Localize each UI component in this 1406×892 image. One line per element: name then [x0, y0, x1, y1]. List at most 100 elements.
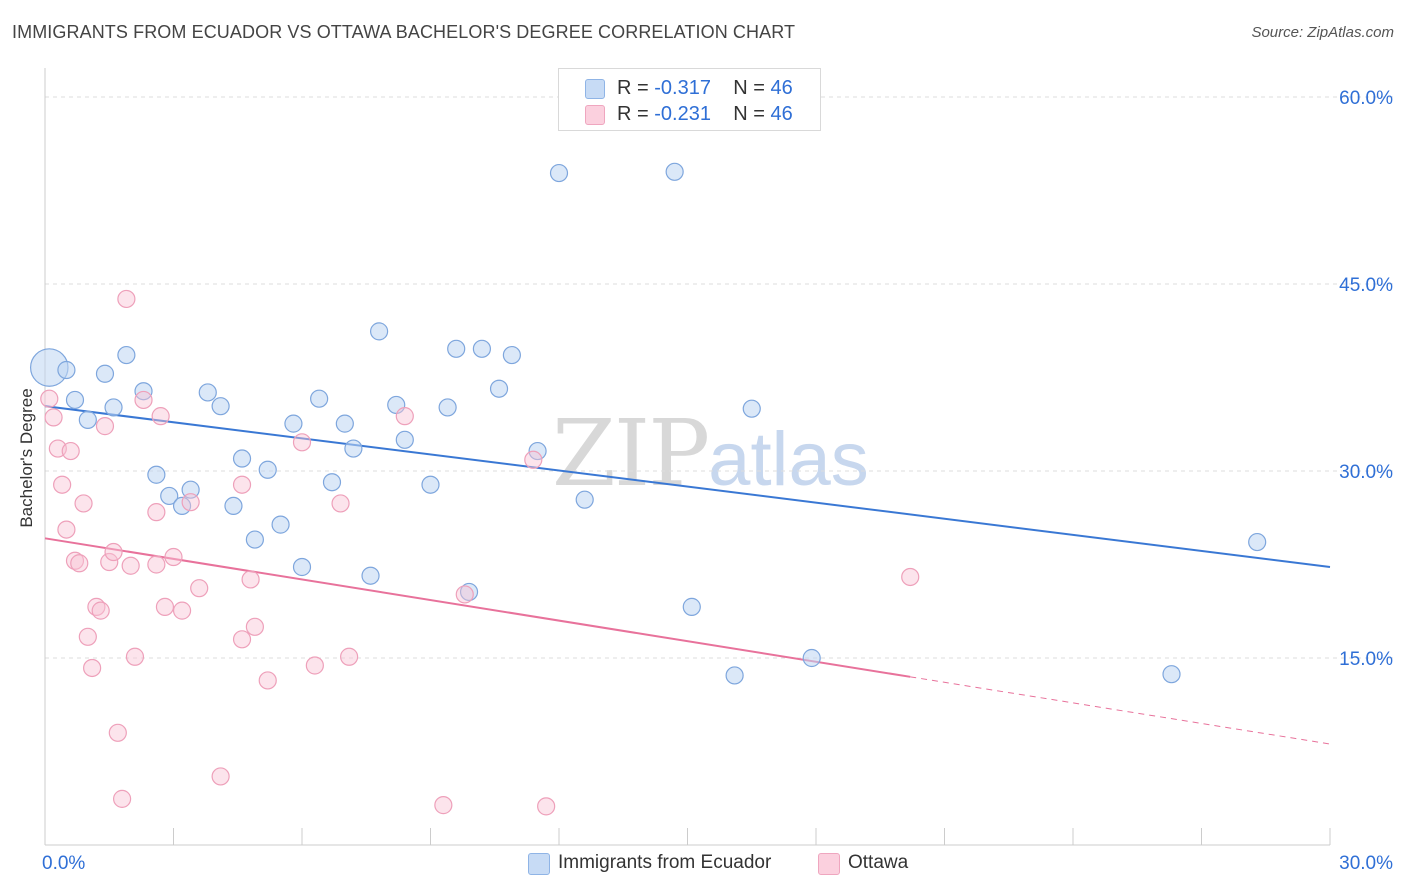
point-ecuador	[528, 441, 547, 461]
point-ecuador	[549, 163, 569, 183]
point-ecuador	[489, 379, 509, 398]
point-ottawa	[117, 289, 136, 309]
point-ecuador	[335, 414, 354, 433]
point-ecuador	[438, 398, 457, 417]
point-ottawa	[211, 767, 230, 786]
point-ecuador	[447, 339, 466, 358]
trend-line-ottawa	[44, 537, 911, 678]
legend-r-label: R =	[617, 77, 655, 99]
tick-labels: 15.0% 30.0% 45.0% 60.0% 0.0% 30.0%	[42, 88, 1393, 874]
point-ecuador	[725, 666, 744, 685]
point-ottawa	[241, 570, 260, 589]
point-ottawa	[305, 656, 324, 675]
data-points	[29, 162, 1267, 816]
point-ottawa	[147, 555, 166, 574]
point-ecuador	[117, 345, 136, 365]
point-ecuador	[65, 390, 85, 410]
legend-n-label: N =	[733, 103, 771, 125]
legend-r-value: -0.231	[654, 103, 711, 125]
point-ottawa	[537, 797, 556, 816]
point-ottawa	[70, 554, 89, 573]
point-ottawa	[245, 617, 264, 636]
point-ecuador	[802, 648, 821, 668]
y-tick-label: 30.0%	[1339, 462, 1393, 483]
point-ecuador	[160, 486, 179, 506]
point-ecuador	[310, 389, 329, 408]
point-ecuador	[57, 360, 76, 380]
point-ottawa	[44, 408, 63, 427]
legend-r-value: -0.317	[654, 77, 711, 99]
point-ottawa	[100, 552, 119, 572]
point-ecuador	[344, 439, 363, 458]
point-ecuador	[1248, 532, 1267, 552]
legend-n-label: N =	[733, 77, 771, 99]
point-ottawa	[292, 433, 312, 452]
point-ecuador	[472, 339, 491, 358]
point-ottawa	[190, 579, 209, 598]
y-tick-label: 45.0%	[1339, 275, 1393, 296]
point-ecuador	[271, 515, 290, 534]
point-ottawa	[232, 630, 252, 649]
point-ottawa	[434, 796, 453, 815]
point-ecuador	[292, 557, 312, 577]
point-ecuador	[181, 480, 200, 499]
watermark-atlas: atlas	[708, 417, 869, 502]
bottom-legend-swatch-ecuador	[528, 853, 550, 875]
point-ecuador	[395, 430, 414, 449]
point-ottawa	[40, 389, 59, 408]
point-ottawa	[74, 494, 93, 513]
point-ecuador	[575, 490, 594, 509]
point-ecuador	[682, 597, 701, 616]
point-ottawa	[78, 627, 97, 646]
point-ecuador	[665, 162, 684, 181]
point-ottawa	[524, 450, 543, 469]
point-ottawa	[232, 475, 252, 494]
point-ottawa	[455, 585, 474, 604]
point-ecuador	[258, 460, 277, 479]
point-ottawa	[258, 671, 277, 690]
point-ecuador	[78, 410, 97, 429]
point-ottawa	[61, 441, 80, 461]
point-ottawa	[91, 601, 110, 620]
watermark: ZIPatlas	[552, 400, 869, 507]
point-ottawa	[340, 647, 359, 666]
legend-text-ottawa: R = -0.231 N = 46	[617, 103, 793, 126]
point-ottawa	[172, 601, 192, 620]
y-tick-label: 60.0%	[1339, 88, 1393, 109]
point-ottawa	[395, 407, 414, 426]
point-ottawa	[95, 417, 115, 436]
point-ottawa	[104, 542, 123, 562]
point-ecuador	[245, 530, 264, 549]
point-ottawa	[147, 503, 166, 522]
point-ecuador	[742, 399, 761, 418]
point-ottawa	[901, 567, 920, 587]
legend-n-value: 46	[770, 77, 793, 99]
point-ottawa	[164, 547, 183, 567]
legend-swatch-ottawa	[585, 105, 605, 125]
trend-line-ottawa-extension	[910, 676, 1331, 745]
y-tick-label: 15.0%	[1339, 649, 1393, 670]
point-ottawa	[151, 407, 170, 426]
bottom-legend-label-ottawa: Ottawa	[848, 852, 909, 873]
chart-title: IMMIGRANTS FROM ECUADOR VS OTTAWA BACHEL…	[12, 22, 796, 42]
legend-n-value: 46	[770, 103, 793, 125]
point-ottawa	[83, 658, 102, 678]
trend-line-ecuador	[44, 405, 1331, 568]
point-ottawa	[112, 789, 132, 808]
point-ecuador	[211, 397, 230, 416]
bottom-legend-label-ecuador: Immigrants from Ecuador	[558, 852, 772, 873]
legend-swatch-ecuador	[585, 79, 605, 99]
point-ecuador	[502, 345, 521, 365]
point-ottawa	[53, 475, 72, 494]
point-ottawa	[181, 493, 200, 512]
point-ecuador	[198, 383, 217, 402]
legend-text-ecuador: R = -0.317 N = 46	[617, 77, 793, 100]
point-ecuador	[104, 398, 123, 417]
legend-r-label: R =	[617, 103, 655, 125]
point-ottawa	[134, 390, 153, 410]
stats-legend: R = -0.317 N = 46 R = -0.231 N = 46	[558, 68, 821, 131]
trend-lines	[44, 405, 1331, 745]
x-tick-label: 30.0%	[1339, 853, 1393, 874]
bottom-legend-swatch-ottawa	[818, 853, 840, 875]
